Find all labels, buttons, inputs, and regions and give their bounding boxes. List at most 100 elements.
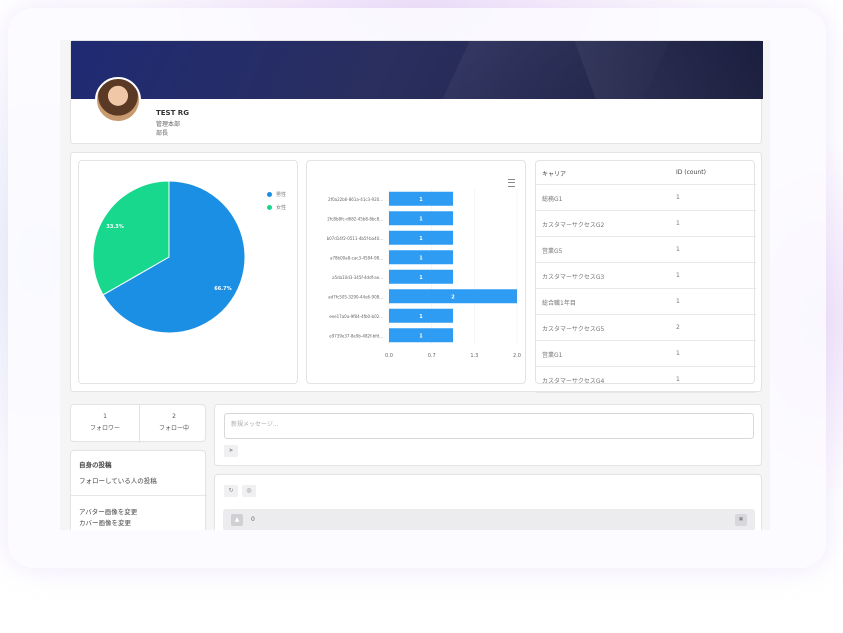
bar-5[interactable] xyxy=(389,269,453,284)
divider xyxy=(139,405,140,443)
thumbs-up-icon: ▲ xyxy=(234,516,240,523)
career-cell: 総務G1 xyxy=(542,196,563,203)
bar-8[interactable] xyxy=(389,328,453,343)
career-cell: 営業G1 xyxy=(542,352,563,359)
bar-6[interactable] xyxy=(389,289,517,304)
x-tick-label: 2.0 xyxy=(513,353,521,359)
count-cell: 1 xyxy=(676,246,680,253)
profile-name: TEST RG xyxy=(156,109,189,117)
profile-card: TEST RG 管理本部 部長 xyxy=(70,40,763,144)
count-cell: 1 xyxy=(676,194,680,201)
like-count: 0 xyxy=(251,516,255,523)
x-tick-label: 0.0 xyxy=(385,353,393,359)
x-tick-label: 0.7 xyxy=(428,353,436,359)
legend-label: 男性 xyxy=(276,192,287,198)
chart-menu-icon[interactable] xyxy=(508,179,515,187)
followers-stat[interactable]: 1 フォロワー xyxy=(71,405,139,443)
side-menu-card: 自身の投稿 フォローしている人の投稿 アバター画像を変更 カバー画像を変更 xyxy=(70,450,207,530)
app-window: TEST RG 管理本部 部長 66.7% 33.3% 男性 女性 0.0 0.7 1… xyxy=(60,40,770,530)
table-row: 総合職1年目 1 xyxy=(536,289,756,315)
divider xyxy=(71,495,207,496)
legend-dot-icon xyxy=(267,192,272,197)
send-button[interactable]: ➤ xyxy=(224,445,238,457)
eye-off-icon: ◎ xyxy=(246,487,252,494)
bar-data-label: 1 xyxy=(419,333,423,339)
id-count-bar-card: 0.0 0.7 1.3 2.0 1 2f0a22b6-861a-41c3-920... 1 2… xyxy=(306,160,526,384)
bar-data-label: 1 xyxy=(419,255,423,261)
bar-7[interactable] xyxy=(389,308,453,323)
post-item: ▲ 0 ✖ xyxy=(223,509,755,530)
trash-icon: ✖ xyxy=(738,516,744,523)
table-row: 総務G1 1 xyxy=(536,185,756,211)
following-label: フォロー中 xyxy=(158,425,189,432)
id-count-bar-chart: 0.0 0.7 1.3 2.0 1 2f0a22b6-861a-41c3-920... 1 2… xyxy=(327,189,521,359)
new-message-input[interactable]: 新規メッセージ... xyxy=(224,413,754,439)
legend-item-male[interactable]: 男性 xyxy=(267,191,286,198)
career-cell: カスタマーサクセスG5 xyxy=(542,326,605,333)
change-avatar-link[interactable]: アバター画像を変更 xyxy=(79,508,138,516)
table-row: カスタマーサクセスG5 2 xyxy=(536,315,756,341)
bar-4[interactable] xyxy=(389,250,453,265)
career-cell: カスタマーサクセスG3 xyxy=(542,274,605,281)
profile-role: 部長 xyxy=(156,130,169,137)
bar-data-label: 1 xyxy=(419,314,423,320)
following-posts-link[interactable]: フォローしている人の投稿 xyxy=(79,477,157,485)
table-row: カスタマーサクセスG2 1 xyxy=(536,211,756,237)
profile-department: 管理本部 xyxy=(156,121,181,128)
new-message-card: 新規メッセージ... ➤ xyxy=(214,404,762,466)
count-cell: 2 xyxy=(676,324,680,331)
avatar[interactable] xyxy=(95,77,141,123)
count-cell: 1 xyxy=(676,272,680,279)
career-table: キャリア ID (count) 総務G1 1 カスタマーサクセスG2 1 営業G5 1 カス… xyxy=(536,161,756,393)
count-cell: 1 xyxy=(676,350,680,357)
legend-item-female[interactable]: 女性 xyxy=(267,204,286,211)
y-category-label: a78b00a8-cac3-4584-98... xyxy=(330,255,383,260)
count-cell: 1 xyxy=(676,220,680,227)
following-stat[interactable]: 2 フォロー中 xyxy=(140,405,208,443)
bar-data-label: 2 xyxy=(451,294,455,300)
delete-button[interactable]: ✖ xyxy=(735,514,747,526)
bar-data-label: 1 xyxy=(419,216,423,222)
career-cell: 総合職1年目 xyxy=(542,300,576,307)
hide-button[interactable]: ◎ xyxy=(242,485,256,497)
career-table-card: キャリア ID (count) 総務G1 1 カスタマーサクセスG2 1 営業G5 1 カス… xyxy=(535,160,756,393)
table-row: カスタマーサクセスG3 1 xyxy=(536,263,756,289)
y-category-label: b07d14f2-0511-4b5f-ba40... xyxy=(327,236,383,241)
bar-data-label: 1 xyxy=(419,236,423,242)
bar-1[interactable] xyxy=(389,191,453,206)
followers-label: フォロワー xyxy=(89,425,120,432)
bar-data-label: 1 xyxy=(419,275,423,281)
bar-3[interactable] xyxy=(389,230,453,245)
pie-data-label: 33.3% xyxy=(106,224,123,230)
y-category-label: a5da10d3-345f-4ddf-ae... xyxy=(332,275,383,280)
table-row: カスタマーサクセスG4 1 xyxy=(536,367,756,393)
feed-card: ↻ ◎ ▲ 0 ✖ xyxy=(214,474,762,530)
followers-count: 1 xyxy=(103,413,107,420)
career-cell: カスタマーサクセスG4 xyxy=(542,378,605,385)
bar-2[interactable] xyxy=(389,211,453,226)
table-row: 営業G5 1 xyxy=(536,237,756,263)
y-category-label: e9739e37-8e9b-482f-bfd... xyxy=(329,333,383,338)
follow-stats-card: 1 フォロワー 2 フォロー中 xyxy=(70,404,208,443)
y-category-label: 2fc8b8fc-d682-45b8-8bc8... xyxy=(327,216,383,221)
column-header-career[interactable]: キャリア xyxy=(542,171,567,178)
table-header-row: キャリア ID (count) xyxy=(536,161,756,185)
bar-data-label: 1 xyxy=(419,197,423,203)
following-count: 2 xyxy=(172,413,176,420)
like-button[interactable]: ▲ xyxy=(231,514,243,526)
change-cover-link[interactable]: カバー画像を変更 xyxy=(79,519,131,527)
count-cell: 1 xyxy=(676,376,680,383)
pie-slice-2[interactable] xyxy=(92,180,170,296)
y-category-label: 2f0a22b6-861a-41c3-920... xyxy=(328,197,383,202)
y-category-label: ad7fc505-3290-44e6-908... xyxy=(328,294,383,299)
refresh-button[interactable]: ↻ xyxy=(224,485,238,497)
my-posts-link[interactable]: 自身の投稿 xyxy=(79,461,112,469)
y-category-label: eee17a0a-9f84-4fb0-b02... xyxy=(329,314,383,319)
table-row: 営業G1 1 xyxy=(536,341,756,367)
legend-label: 女性 xyxy=(276,205,287,211)
column-header-id-count[interactable]: ID (count) xyxy=(676,169,706,176)
pie-slice-1[interactable] xyxy=(102,180,246,334)
career-cell: 営業G5 xyxy=(542,248,563,255)
send-icon: ➤ xyxy=(228,447,234,454)
pie-data-label: 66.7% xyxy=(214,286,231,292)
